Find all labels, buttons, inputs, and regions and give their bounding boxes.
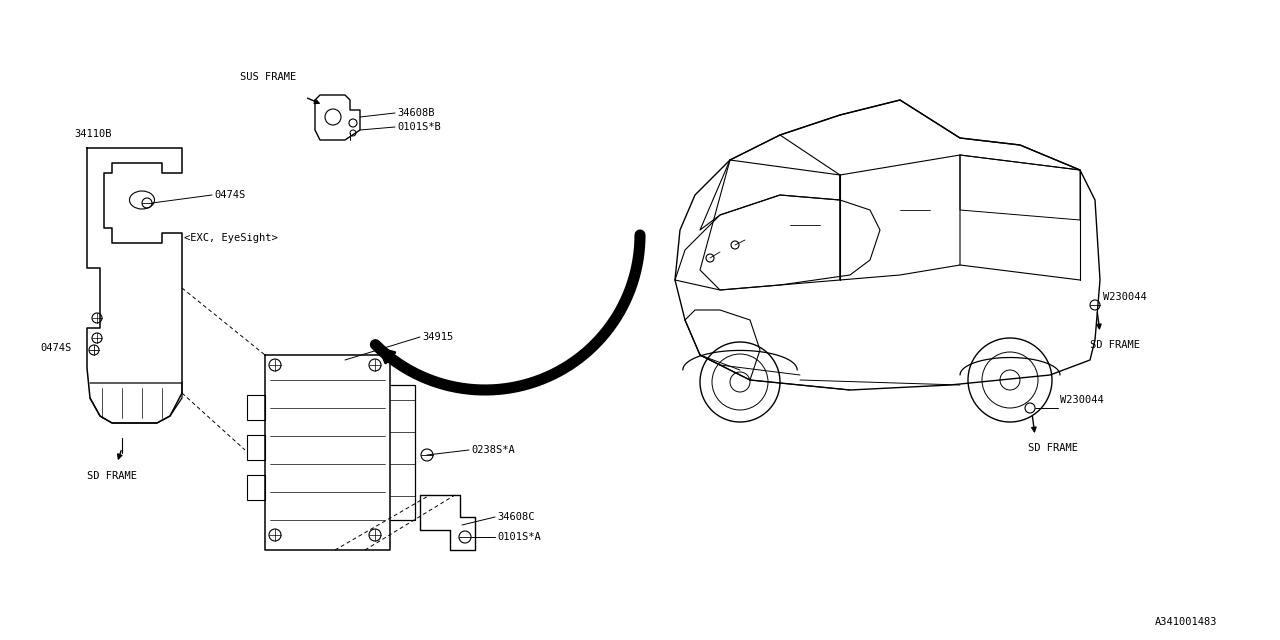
Text: SD FRAME: SD FRAME bbox=[1091, 340, 1140, 350]
Bar bbox=[247, 475, 265, 500]
Text: 0474S: 0474S bbox=[214, 190, 246, 200]
Text: W230044: W230044 bbox=[1103, 292, 1147, 302]
Text: 34608B: 34608B bbox=[397, 108, 434, 118]
Text: 34110B: 34110B bbox=[74, 129, 111, 139]
Bar bbox=[247, 395, 265, 420]
Text: SD FRAME: SD FRAME bbox=[1028, 443, 1078, 453]
Text: SUS FRAME: SUS FRAME bbox=[241, 72, 296, 82]
Bar bbox=[247, 435, 265, 460]
Text: 34608C: 34608C bbox=[497, 512, 535, 522]
Text: 0474S: 0474S bbox=[40, 343, 72, 353]
Text: SD FRAME: SD FRAME bbox=[87, 471, 137, 481]
Text: 0101S*A: 0101S*A bbox=[497, 532, 540, 542]
Text: 0101S*B: 0101S*B bbox=[397, 122, 440, 132]
Text: 0238S*A: 0238S*A bbox=[471, 445, 515, 455]
Text: A341001483: A341001483 bbox=[1155, 617, 1217, 627]
Text: W230044: W230044 bbox=[1060, 395, 1103, 405]
Text: 34915: 34915 bbox=[422, 332, 453, 342]
Text: <EXC, EyeSight>: <EXC, EyeSight> bbox=[184, 233, 278, 243]
